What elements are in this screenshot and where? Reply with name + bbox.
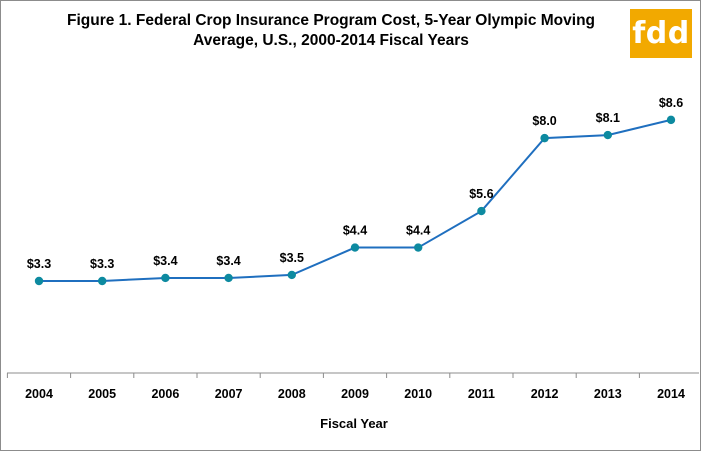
fdd-logo: fdd [630,9,692,58]
x-tick-label-2014: 2014 [657,387,685,401]
x-tick-label-2012: 2012 [531,387,559,401]
x-tick-label-2005: 2005 [88,387,116,401]
series-markers [34,115,676,286]
data-label-2008: $3.5 [280,251,304,265]
chart-title-line-2: Average, U.S., 2000-2014 Fiscal Years [193,32,469,49]
x-tick-label-2009: 2009 [341,387,369,401]
data-label-2004: $3.3 [27,257,51,271]
data-point-2014 [666,115,676,125]
chart-title-line-1: Figure 1. Federal Crop Insurance Program… [67,12,595,29]
data-label-2009: $4.4 [343,224,367,238]
data-label-2005: $3.3 [90,257,114,271]
data-label-2011: $5.6 [469,187,493,201]
data-point-2007 [224,273,233,283]
data-point-2013 [603,130,612,140]
data-point-2005 [98,276,107,286]
x-tick-label-2010: 2010 [404,387,432,401]
x-tick-label-2004: 2004 [25,387,53,401]
data-point-2008 [287,270,296,280]
data-point-2006 [161,273,170,283]
data-point-2009 [350,243,360,252]
data-labels: $3.3 $3.3 $3.4 $3.4 $3.5 $4.4 $4.4 $5.6 $8.0 $8.1… [27,96,683,271]
series-line [39,118,672,282]
x-axis-tick-labels: 2004 2005 2006 2007 2008 2009 2010 2011 2012 2013… [25,387,685,401]
data-label-2006: $3.4 [153,254,177,268]
data-label-2010: $4.4 [406,224,430,238]
chart-title: Figure 1. Federal Crop Insurance Program… [31,11,631,51]
data-point-2012 [540,133,549,143]
x-tick-label-2006: 2006 [151,387,179,401]
x-axis-title: Fiscal Year [320,416,388,431]
data-label-2012: $8.0 [532,114,556,128]
data-label-2014: $8.6 [659,96,683,110]
data-label-2013: $8.1 [596,111,620,125]
data-point-2011 [477,206,486,216]
x-tick-label-2011: 2011 [468,387,495,401]
x-tick-label-2008: 2008 [278,387,306,401]
x-axis-ticks [6,373,640,378]
x-tick-label-2007: 2007 [215,387,243,401]
data-point-2004 [34,276,44,286]
x-tick-label-2013: 2013 [594,387,622,401]
data-point-2010 [414,243,423,252]
data-label-2007: $3.4 [216,254,240,268]
